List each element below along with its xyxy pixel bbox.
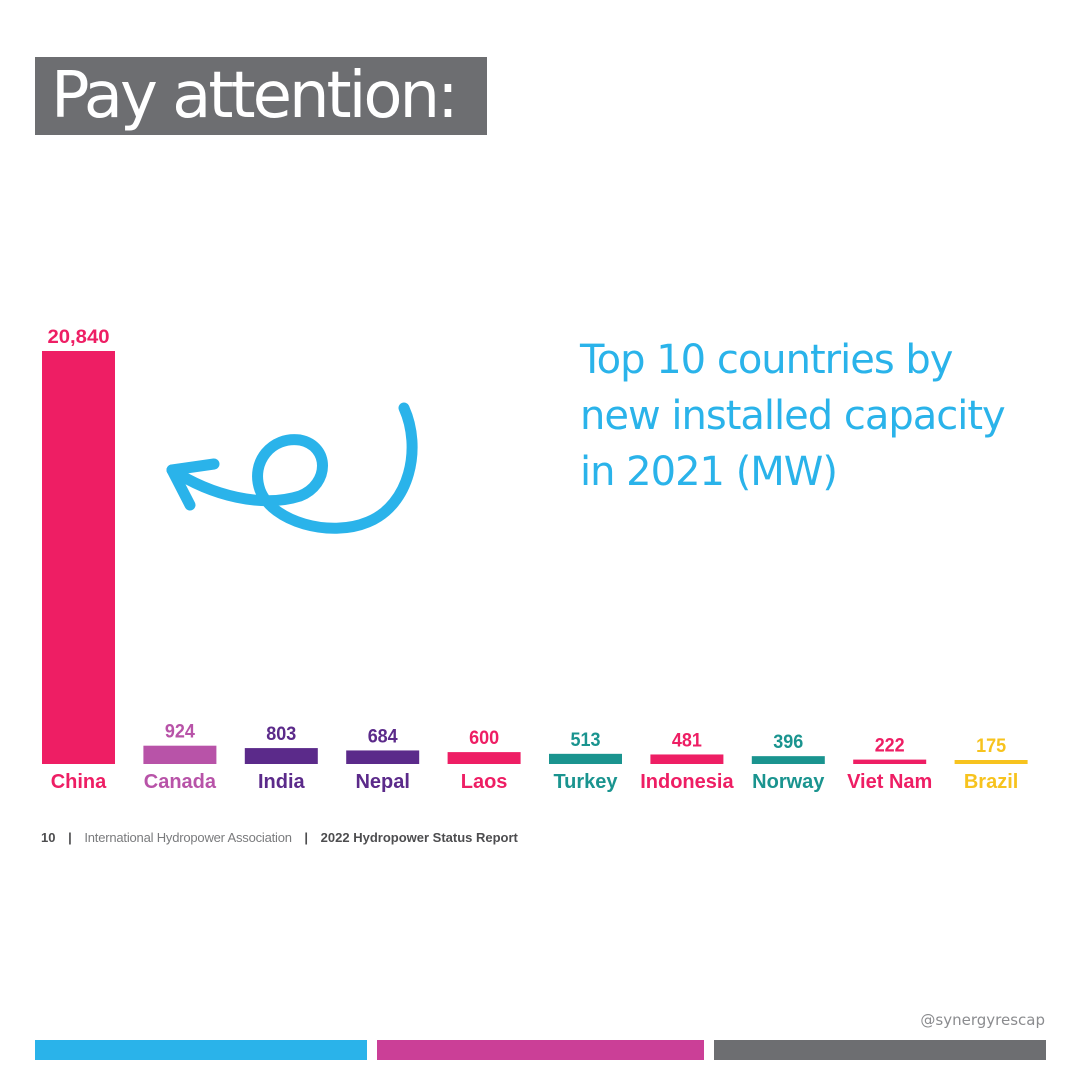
- category-label-brazil: Brazil: [964, 771, 1018, 793]
- value-label-norway: 396: [773, 732, 803, 753]
- chart-title-line-2: new installed capacity: [580, 393, 1006, 439]
- bar-canada: [143, 745, 217, 764]
- bar-china: [42, 351, 115, 764]
- value-label-brazil: 175: [976, 736, 1006, 757]
- bar-turkey: [549, 753, 622, 764]
- footer-separator: |: [304, 830, 309, 845]
- category-label-china: China: [51, 771, 107, 793]
- footer-separator: |: [68, 830, 72, 845]
- value-label-canada: 924: [165, 722, 195, 743]
- bar-viet-nam: [853, 759, 927, 764]
- category-label-indonesia: Indonesia: [640, 771, 734, 793]
- chart-title-line-1: Top 10 countries by: [580, 337, 953, 383]
- footer-stripe-gray: [714, 1040, 1046, 1060]
- chart-title-line-3: in 2021 (MW): [580, 449, 838, 495]
- category-label-viet-nam: Viet Nam: [847, 771, 932, 793]
- footer-organization: International Hydropower Association: [84, 830, 292, 845]
- bar-laos: [447, 752, 521, 764]
- category-label-canada: Canada: [144, 771, 217, 793]
- bar-norway: [751, 756, 825, 764]
- category-label-laos: Laos: [461, 771, 508, 793]
- value-label-viet-nam: 222: [875, 736, 905, 757]
- category-label-norway: Norway: [752, 771, 825, 793]
- footer-stripe-blue: [35, 1040, 367, 1060]
- value-label-indonesia: 481: [672, 730, 702, 751]
- bar-indonesia: [650, 754, 724, 764]
- bar-india: [244, 748, 318, 764]
- curly-arrow-icon: [166, 402, 418, 534]
- footer-citation: 10 | International Hydropower Associatio…: [41, 830, 518, 845]
- category-label-india: India: [258, 771, 306, 793]
- footer-page-number: 10: [41, 830, 56, 845]
- headline-text: Pay attention:: [51, 59, 459, 133]
- bar-brazil: [954, 760, 1028, 764]
- headline-banner: Pay attention:: [35, 57, 487, 135]
- value-label-china: 20,840: [48, 327, 110, 348]
- value-label-turkey: 513: [571, 730, 601, 751]
- bar-chart: 20,840 China 924 Canada 803 India 684 Nepal 600 L…: [42, 327, 1028, 793]
- value-label-india: 803: [266, 724, 296, 745]
- value-label-laos: 600: [469, 728, 499, 749]
- value-label-nepal: 684: [368, 726, 398, 747]
- bar-nepal: [346, 750, 420, 764]
- footer-stripe-magenta: [377, 1040, 704, 1060]
- category-label-nepal: Nepal: [355, 771, 409, 793]
- chart-title: Top 10 countries by new installed capaci…: [580, 332, 1040, 500]
- social-handle: @synergyrescap: [920, 1011, 1045, 1029]
- footer-report-title: 2022 Hydropower Status Report: [320, 830, 518, 845]
- category-label-turkey: Turkey: [553, 771, 618, 793]
